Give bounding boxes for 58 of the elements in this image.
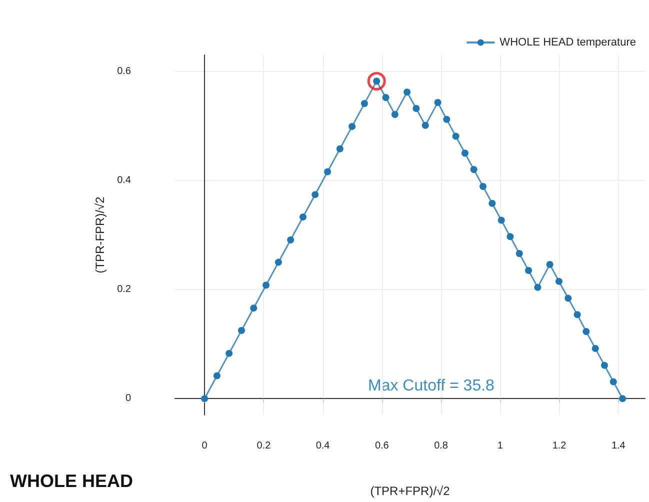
point bbox=[574, 311, 581, 318]
x-tick-label: 0.6 bbox=[374, 440, 390, 452]
point bbox=[391, 110, 398, 118]
point bbox=[238, 326, 246, 334]
point bbox=[582, 328, 590, 336]
x-tick-label: 0.8 bbox=[434, 440, 448, 452]
point bbox=[201, 395, 208, 402]
y-tick-label: 0.4 bbox=[117, 174, 132, 186]
point bbox=[534, 284, 542, 291]
point bbox=[274, 258, 282, 266]
point bbox=[601, 362, 608, 369]
point bbox=[470, 166, 478, 174]
point bbox=[226, 350, 233, 357]
point bbox=[324, 168, 332, 176]
point bbox=[367, 72, 386, 90]
point bbox=[382, 94, 390, 102]
y-tick-label: 0.6 bbox=[117, 66, 132, 77]
point bbox=[619, 395, 626, 402]
point bbox=[452, 132, 460, 140]
point bbox=[213, 372, 220, 380]
x-tick-label: 0.2 bbox=[256, 440, 272, 452]
point bbox=[525, 266, 532, 274]
x-axis-title: (TPR+FPR)/√2 bbox=[370, 484, 450, 498]
annotation: Max Cutoff = 35.8 bbox=[368, 378, 495, 394]
point bbox=[461, 150, 468, 157]
text: WHOLE HEAD bbox=[10, 471, 133, 491]
point bbox=[592, 344, 599, 352]
point bbox=[336, 145, 344, 152]
point bbox=[312, 191, 319, 198]
point bbox=[262, 282, 270, 289]
x-tick-label: 1.2 bbox=[552, 440, 567, 452]
point bbox=[348, 122, 356, 130]
point bbox=[506, 233, 514, 240]
point bbox=[488, 200, 496, 207]
point bbox=[250, 304, 258, 312]
point bbox=[412, 104, 420, 112]
y-axis-title: (TPR-FPR)/√2 bbox=[93, 196, 108, 274]
point bbox=[300, 214, 306, 220]
y-tick-label: 0 bbox=[125, 393, 132, 404]
point bbox=[480, 182, 487, 190]
point bbox=[610, 378, 617, 386]
point bbox=[555, 278, 562, 285]
point bbox=[434, 98, 442, 106]
x-tick-label: 0.4 bbox=[316, 440, 330, 452]
legend-label: WHOLE HEAD temperature bbox=[500, 36, 636, 48]
x-tick-label: 1.4 bbox=[611, 440, 626, 452]
point bbox=[287, 236, 294, 244]
point bbox=[443, 116, 450, 123]
point bbox=[564, 294, 572, 302]
point bbox=[404, 88, 411, 96]
x-tick-label: 1 bbox=[497, 440, 504, 452]
point bbox=[422, 122, 429, 129]
point bbox=[360, 100, 368, 108]
y-tick-label: 0.2 bbox=[117, 284, 132, 296]
x-tick-label: 0 bbox=[202, 440, 208, 452]
point bbox=[546, 260, 554, 268]
point bbox=[498, 216, 505, 224]
point bbox=[516, 250, 523, 258]
